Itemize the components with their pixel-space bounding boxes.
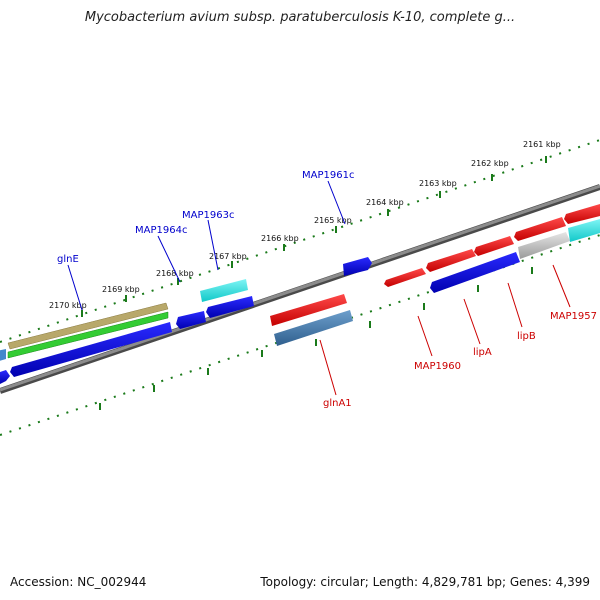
grey-gene <box>518 232 570 259</box>
callout-line <box>417 315 433 357</box>
tick-label: 2164 kbp <box>366 198 404 207</box>
callout-line <box>67 264 83 311</box>
tick-label: 2169 kbp <box>102 285 140 294</box>
forward-gene <box>474 236 514 256</box>
reverse-gene <box>0 349 6 361</box>
gene-label-glnE[interactable]: glnE <box>57 254 79 265</box>
forward-gene <box>564 204 600 224</box>
gene-label-lipA[interactable]: lipA <box>473 347 492 358</box>
gene-label-map1960[interactable]: MAP1960 <box>414 361 461 372</box>
reverse-gene <box>430 252 520 293</box>
callout-line <box>552 264 571 308</box>
callout-line <box>507 282 523 328</box>
callout-line <box>327 180 346 225</box>
gene-label-map1963c[interactable]: MAP1963c <box>182 210 234 221</box>
major-ticks-upper <box>81 156 547 317</box>
steel-gene <box>274 310 353 346</box>
tick-label: 2166 kbp <box>261 234 299 243</box>
callout-line <box>319 339 337 396</box>
gene-label-map1957[interactable]: MAP1957 <box>550 311 597 322</box>
gene-label-glnA1[interactable]: glnA1 <box>323 398 352 409</box>
accession-text: Accession: NC_002944 <box>10 575 147 589</box>
tick-label: 2162 kbp <box>471 159 509 168</box>
tick-label: 2170 kbp <box>49 301 87 310</box>
green-gene <box>7 311 169 359</box>
genome-backbone <box>0 184 600 394</box>
forward-gene <box>426 249 476 272</box>
tick-label: 2161 kbp <box>523 140 561 149</box>
forward-gene <box>514 217 566 241</box>
tick-label: 2167 kbp <box>209 252 247 261</box>
major-ticks-lower <box>99 267 533 410</box>
gene-label-lipB[interactable]: lipB <box>517 331 536 342</box>
olive-gene <box>7 302 169 350</box>
tick-label: 2168 kbp <box>156 269 194 278</box>
gene-callouts <box>67 180 571 396</box>
tick-label: 2163 kbp <box>419 179 457 188</box>
upper-gene-row <box>0 204 600 384</box>
cyan-gene <box>200 279 248 302</box>
forward-gene <box>270 294 347 326</box>
reverse-gene <box>206 296 254 318</box>
callout-line <box>207 219 219 271</box>
gene-label-map1964c[interactable]: MAP1964c <box>135 225 187 236</box>
callout-line <box>157 235 181 283</box>
gene-label-map1961c[interactable]: MAP1961c <box>302 170 354 181</box>
genome-summary-text: Topology: circular; Length: 4,829,781 bp… <box>260 575 590 589</box>
reverse-gene <box>176 311 206 329</box>
forward-gene <box>384 268 426 287</box>
reverse-gene <box>10 322 172 377</box>
cyan-gene <box>568 219 600 242</box>
map-title: Mycobacterium avium subsp. paratuberculo… <box>84 10 516 25</box>
tick-label: 2165 kbp <box>314 216 352 225</box>
callout-line <box>463 298 481 345</box>
reverse-gene <box>343 257 372 276</box>
reverse-gene <box>0 370 10 384</box>
